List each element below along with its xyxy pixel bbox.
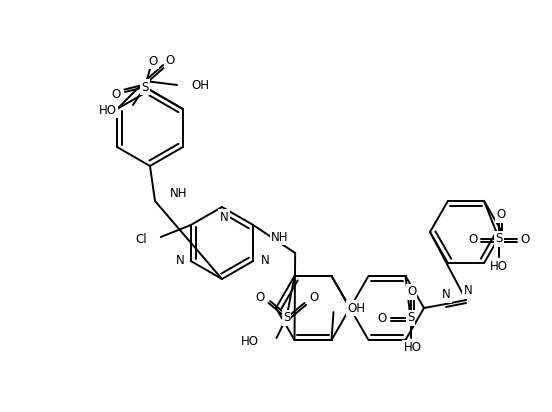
Text: O: O: [148, 54, 157, 68]
Text: HO: HO: [404, 342, 422, 354]
Text: Cl: Cl: [135, 232, 147, 246]
Text: HO: HO: [99, 103, 117, 117]
Text: S: S: [407, 311, 414, 325]
Text: N: N: [176, 255, 184, 267]
Text: O: O: [407, 286, 416, 298]
Text: OH: OH: [348, 302, 365, 314]
Text: O: O: [521, 233, 529, 246]
Text: O: O: [378, 312, 387, 325]
Text: O: O: [112, 87, 120, 101]
Text: S: S: [283, 311, 290, 325]
Text: HO: HO: [241, 335, 258, 349]
Text: N: N: [442, 288, 450, 302]
Text: S: S: [495, 232, 503, 245]
Text: O: O: [469, 233, 477, 246]
Text: N: N: [464, 285, 473, 297]
Text: N: N: [261, 255, 269, 267]
Text: N: N: [220, 211, 229, 223]
Text: O: O: [309, 291, 318, 304]
Text: NH: NH: [170, 187, 188, 199]
Text: OH: OH: [191, 79, 209, 91]
Text: NH: NH: [271, 230, 289, 243]
Text: HO: HO: [490, 260, 508, 273]
Text: S: S: [141, 80, 148, 94]
Text: O: O: [166, 54, 175, 66]
Text: O: O: [255, 291, 264, 304]
Text: O: O: [496, 208, 506, 221]
